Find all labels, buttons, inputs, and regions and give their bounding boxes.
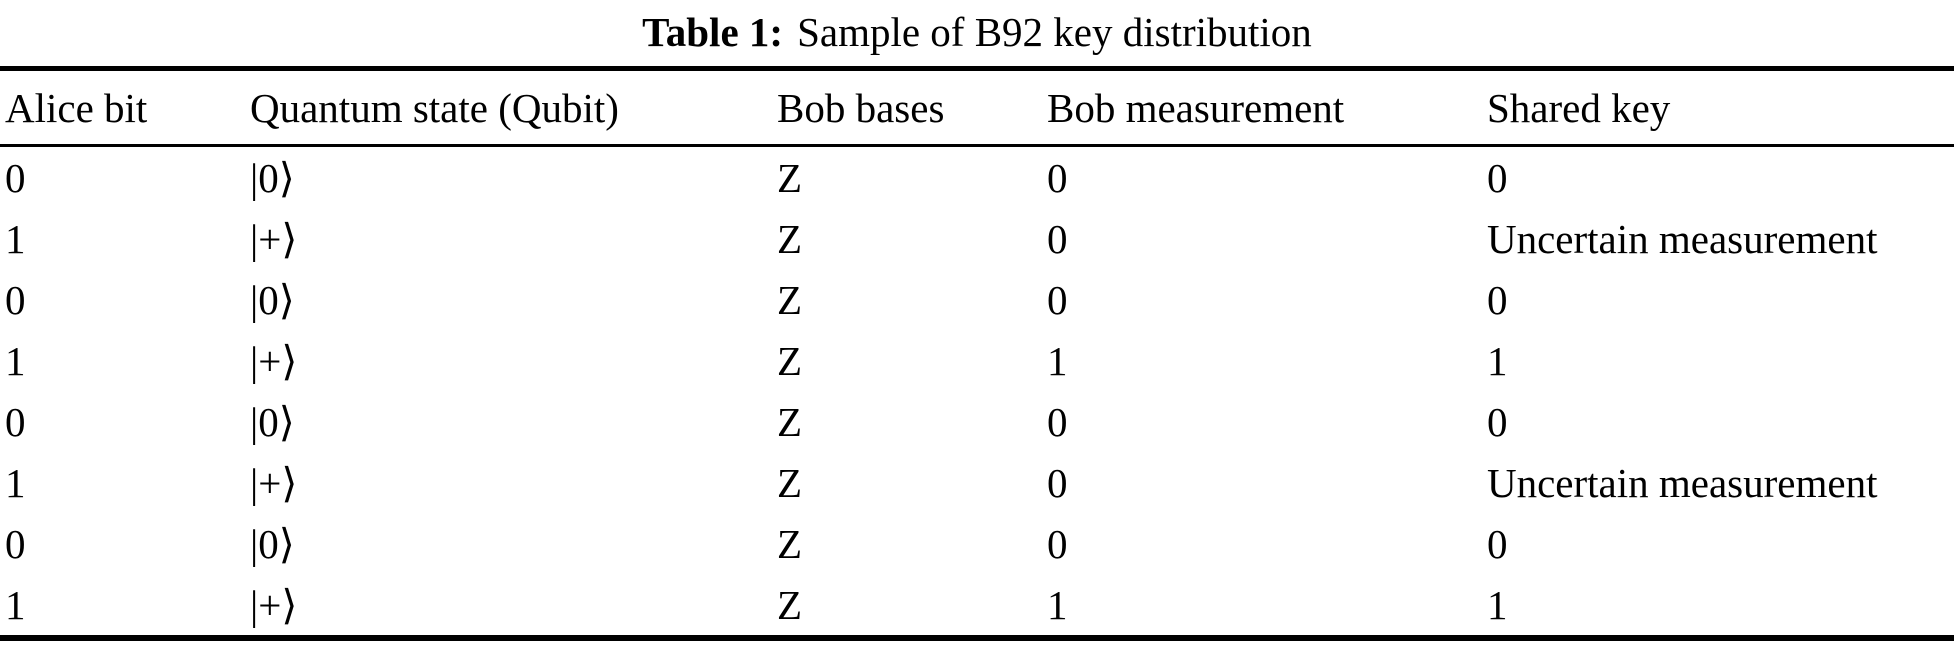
cell-shared-key: 1 (1487, 337, 1508, 384)
table-caption-label: Table 1: (642, 9, 784, 55)
cell-shared-key: Uncertain measurement (1487, 215, 1878, 262)
cell-bob-basis: Z (777, 276, 803, 323)
column-header-alice-bit: Alice bit (0, 68, 250, 147)
table-row: 1 |+⟩ Z 1 1 (0, 330, 1954, 391)
cell-quantum-state: |+⟩ (250, 459, 298, 506)
cell-shared-key: 0 (1487, 398, 1508, 445)
cell-quantum-state: |0⟩ (250, 276, 295, 323)
cell-bob-basis: Z (777, 581, 803, 628)
cell-alice-bit: 0 (5, 520, 26, 567)
cell-shared-key: 0 (1487, 154, 1508, 201)
cell-alice-bit: 1 (5, 337, 26, 384)
cell-alice-bit: 0 (5, 276, 26, 323)
cell-quantum-state: |+⟩ (250, 581, 298, 628)
table-caption-text: Sample of B92 key distribution (797, 9, 1312, 55)
column-header-shared-key: Shared key (1487, 68, 1954, 147)
cell-quantum-state: |+⟩ (250, 337, 298, 384)
cell-bob-measurement: 0 (1047, 459, 1068, 506)
cell-bob-measurement: 0 (1047, 276, 1068, 323)
cell-shared-key: 0 (1487, 520, 1508, 567)
cell-quantum-state: |0⟩ (250, 154, 295, 201)
table-row: 1 |+⟩ Z 0 Uncertain measurement (0, 452, 1954, 513)
b92-key-distribution-table: Alice bit Quantum state (Qubit) Bob base… (0, 66, 1954, 641)
cell-bob-basis: Z (777, 398, 803, 445)
cell-quantum-state: |0⟩ (250, 398, 295, 445)
column-header-bob-measurement: Bob measurement (1047, 68, 1487, 147)
table-caption: Table 1: Sample of B92 key distribution (0, 0, 1954, 66)
column-header-bob-bases: Bob bases (777, 68, 1047, 147)
cell-quantum-state: |0⟩ (250, 520, 295, 567)
cell-alice-bit: 0 (5, 154, 26, 201)
cell-bob-measurement: 1 (1047, 581, 1068, 628)
table-row: 0 |0⟩ Z 0 0 (0, 146, 1954, 209)
cell-shared-key: 0 (1487, 276, 1508, 323)
cell-bob-measurement: 0 (1047, 520, 1068, 567)
table-row: 1 |+⟩ Z 0 Uncertain measurement (0, 208, 1954, 269)
cell-bob-basis: Z (777, 337, 803, 384)
cell-bob-basis: Z (777, 215, 803, 262)
cell-bob-measurement: 0 (1047, 154, 1068, 201)
cell-bob-basis: Z (777, 154, 803, 201)
table-row: 0 |0⟩ Z 0 0 (0, 391, 1954, 452)
cell-alice-bit: 0 (5, 398, 26, 445)
cell-shared-key: Uncertain measurement (1487, 459, 1878, 506)
cell-bob-measurement: 0 (1047, 398, 1068, 445)
cell-alice-bit: 1 (5, 581, 26, 628)
cell-alice-bit: 1 (5, 459, 26, 506)
cell-quantum-state: |+⟩ (250, 215, 298, 262)
header-row: Alice bit Quantum state (Qubit) Bob base… (0, 68, 1954, 147)
table-row: 0 |0⟩ Z 0 0 (0, 513, 1954, 574)
cell-bob-basis: Z (777, 459, 803, 506)
table-row: 0 |0⟩ Z 0 0 (0, 269, 1954, 330)
cell-bob-basis: Z (777, 520, 803, 567)
column-header-quantum-state: Quantum state (Qubit) (250, 68, 777, 147)
cell-alice-bit: 1 (5, 215, 26, 262)
cell-shared-key: 1 (1487, 581, 1508, 628)
cell-bob-measurement: 1 (1047, 337, 1068, 384)
table-row: 1 |+⟩ Z 1 1 (0, 574, 1954, 638)
cell-bob-measurement: 0 (1047, 215, 1068, 262)
